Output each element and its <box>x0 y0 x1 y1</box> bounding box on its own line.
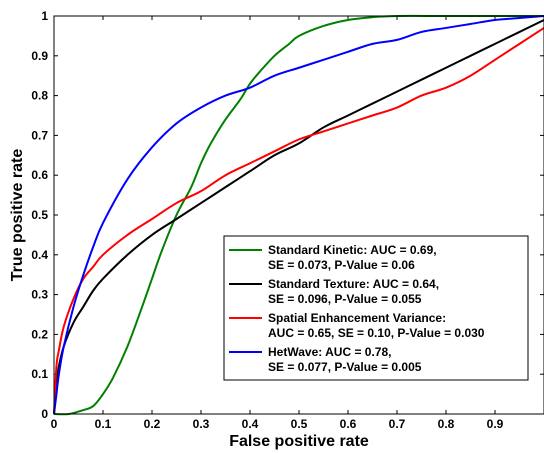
x-tick-label: 0.1 <box>95 417 112 431</box>
legend-label-kinetic: Standard Kinetic: AUC = 0.69, <box>268 243 437 257</box>
y-tick-label: 0 <box>41 407 48 421</box>
x-tick-label: 0.6 <box>340 417 357 431</box>
x-tick-label: 0.3 <box>193 417 210 431</box>
legend-label-hetwave: SE = 0.077, P-Value = 0.005 <box>268 360 422 374</box>
y-tick-label: 0.9 <box>31 49 48 63</box>
x-axis-title: False positive rate <box>229 433 369 450</box>
y-axis-title: True positive rate <box>9 149 26 282</box>
y-tick-label: 0.2 <box>31 327 48 341</box>
y-tick-label: 0.3 <box>31 288 48 302</box>
x-tick-label: 0.9 <box>487 417 504 431</box>
legend-label-kinetic: SE = 0.073, P-Value = 0.06 <box>268 258 415 272</box>
legend-label-texture: SE = 0.096, P-Value = 0.055 <box>268 292 422 306</box>
legend: Standard Kinetic: AUC = 0.69,SE = 0.073,… <box>223 235 529 381</box>
plot-frame <box>53 15 544 415</box>
roc-curve-texture <box>53 19 544 415</box>
legend-label-hetwave: HetWave: AUC = 0.78, <box>268 345 392 359</box>
x-tick-label: 0.5 <box>291 417 308 431</box>
y-tick-label: 0.4 <box>31 248 48 262</box>
roc-curve-spatial <box>53 27 544 415</box>
x-tick-label: 0.4 <box>242 417 259 431</box>
legend-label-spatial: Spatial Enhancement Variance: <box>268 311 446 325</box>
roc-curves <box>53 14 544 416</box>
y-tick-label: 0.6 <box>31 168 48 182</box>
roc-curve-hetwave <box>53 15 544 415</box>
y-tick-label: 0.1 <box>31 367 48 381</box>
y-tick-label: 0.8 <box>31 89 48 103</box>
axis-ticks: 0 0.1 0.2 0.3 0.4 0.5 0.6 0.7 0.8 0.9 0 0.1 0.2 0.3 0.… <box>31 9 544 431</box>
y-tick-label: 1 <box>41 9 48 23</box>
x-tick-label: 0.8 <box>438 417 455 431</box>
x-tick-label: 0 <box>51 417 58 431</box>
legend-label-texture: Standard Texture: AUC = 0.64, <box>268 277 439 291</box>
legend-label-spatial: AUC = 0.65, SE = 0.10, P-Value = 0.030 <box>268 326 485 340</box>
x-tick-label: 0.2 <box>144 417 161 431</box>
x-tick-label: 0.7 <box>389 417 406 431</box>
y-tick-label: 0.7 <box>31 128 48 142</box>
y-tick-label: 0.5 <box>31 208 48 222</box>
legend-box <box>223 235 529 381</box>
roc-curve-kinetic <box>53 14 544 416</box>
